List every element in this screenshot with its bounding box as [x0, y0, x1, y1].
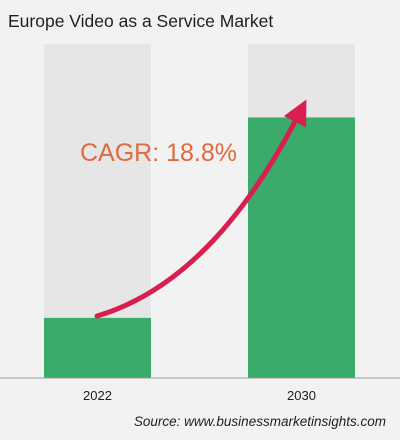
bar-2022 — [44, 317, 151, 378]
growth-arrow — [94, 99, 307, 319]
bar-2030 — [248, 117, 355, 378]
chart-title: Europe Video as a Service Market — [8, 11, 274, 31]
x-tick-label-2030: 2030 — [287, 388, 316, 403]
x-tick-label-2022: 2022 — [83, 388, 112, 403]
cagr-annotation: CAGR: 18.8% — [80, 139, 237, 167]
source-note: Source: www.businessmarketinsights.com — [133, 414, 386, 429]
